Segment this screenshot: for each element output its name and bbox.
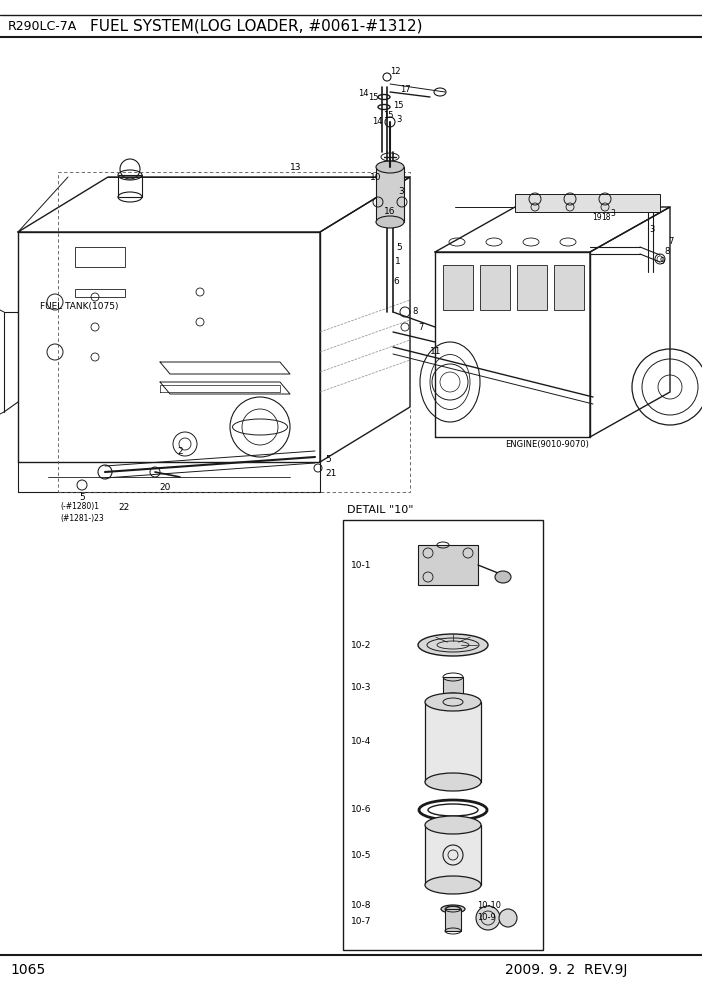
Text: 6: 6	[393, 278, 399, 287]
Text: 10-2: 10-2	[351, 641, 371, 650]
Text: 10-1: 10-1	[351, 560, 371, 569]
Ellipse shape	[425, 693, 481, 711]
Text: 8: 8	[412, 308, 418, 316]
Bar	[443, 265, 473, 310]
Text: 7: 7	[418, 322, 423, 331]
Text: 13: 13	[290, 163, 301, 172]
Text: 3: 3	[396, 115, 402, 125]
Text: FUEL TANK(1075): FUEL TANK(1075)	[40, 303, 119, 311]
Text: 7: 7	[668, 237, 673, 246]
Text: 10-3: 10-3	[351, 682, 371, 691]
Bar	[376, 167, 404, 222]
Text: 2009. 9. 2  REV.9J: 2009. 9. 2 REV.9J	[505, 963, 628, 977]
Text: 15: 15	[368, 93, 378, 102]
Bar	[425, 825, 481, 885]
Circle shape	[499, 909, 517, 927]
Text: 14: 14	[358, 89, 369, 98]
Text: 11: 11	[430, 347, 442, 356]
Text: 8: 8	[664, 247, 670, 257]
Text: 5: 5	[396, 242, 402, 252]
Text: DETAIL "10": DETAIL "10"	[347, 505, 413, 515]
Circle shape	[476, 906, 500, 930]
Text: 3: 3	[610, 209, 615, 218]
Ellipse shape	[441, 905, 465, 913]
Ellipse shape	[376, 216, 404, 228]
Text: 10-5: 10-5	[351, 850, 371, 859]
Text: 10-10: 10-10	[477, 901, 501, 910]
Text: 10-4: 10-4	[351, 737, 371, 747]
Bar	[75, 289, 125, 297]
Ellipse shape	[425, 876, 481, 894]
Bar	[118, 175, 142, 197]
Bar	[554, 265, 584, 310]
Text: 10-7: 10-7	[351, 917, 371, 926]
Ellipse shape	[376, 161, 404, 173]
Bar	[480, 265, 510, 310]
Text: 10-8: 10-8	[351, 901, 371, 910]
Ellipse shape	[425, 773, 481, 791]
Text: R290LC-7A: R290LC-7A	[8, 20, 77, 33]
Text: 3: 3	[398, 187, 404, 196]
Text: 18: 18	[601, 212, 611, 221]
Text: 19: 19	[592, 212, 602, 221]
Ellipse shape	[418, 634, 488, 656]
Bar	[418, 545, 478, 585]
Text: 12: 12	[390, 67, 401, 76]
Text: (#1281-)23: (#1281-)23	[60, 514, 104, 523]
Text: ENGINE(9010-9070): ENGINE(9010-9070)	[505, 440, 589, 449]
Text: 5: 5	[325, 455, 331, 464]
Bar	[517, 265, 547, 310]
Text: 1065: 1065	[10, 963, 45, 977]
Text: 10-6: 10-6	[351, 806, 371, 814]
Text: 10-9: 10-9	[477, 914, 496, 923]
Bar	[515, 194, 660, 212]
Text: 15: 15	[383, 111, 394, 120]
Ellipse shape	[495, 571, 511, 583]
Text: 1: 1	[395, 258, 401, 267]
Text: FUEL SYSTEM(LOG LOADER, #0061-#1312): FUEL SYSTEM(LOG LOADER, #0061-#1312)	[90, 19, 423, 34]
Bar	[425, 702, 481, 782]
Text: 15: 15	[393, 101, 404, 110]
Text: 3: 3	[649, 225, 654, 234]
Text: 10: 10	[370, 173, 381, 182]
Bar	[75, 247, 125, 267]
Text: 2: 2	[177, 447, 183, 456]
Text: 9: 9	[660, 258, 665, 267]
Text: 16: 16	[384, 207, 395, 216]
Text: 22: 22	[118, 503, 129, 512]
Text: 21: 21	[325, 469, 336, 478]
Text: (-#1280)1: (-#1280)1	[60, 503, 99, 512]
Bar	[443, 677, 463, 697]
Text: 5: 5	[79, 492, 85, 502]
Ellipse shape	[425, 816, 481, 834]
Bar	[343, 520, 543, 950]
Bar	[445, 909, 461, 931]
Text: 14: 14	[372, 117, 383, 127]
Text: 17: 17	[400, 85, 411, 94]
Text: 20: 20	[159, 482, 171, 491]
